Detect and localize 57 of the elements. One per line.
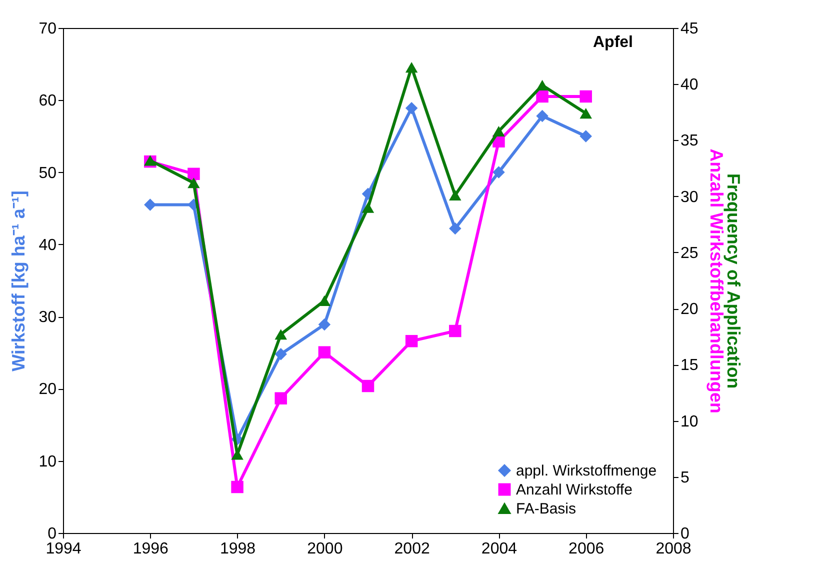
legend-label: appl. Wirkstoffmenge bbox=[516, 462, 657, 480]
point bbox=[144, 198, 156, 211]
y-tick-label: 0 bbox=[48, 526, 57, 542]
y2-tick-label: 20 bbox=[680, 301, 698, 318]
point bbox=[536, 80, 548, 91]
y-tick-label: 40 bbox=[38, 236, 57, 254]
point bbox=[536, 110, 548, 122]
y2-tick-label: 10 bbox=[680, 413, 698, 430]
x-tick-label: 1998 bbox=[220, 540, 256, 558]
y-tick-label: 60 bbox=[38, 92, 57, 110]
x-tick-label: 1996 bbox=[132, 540, 169, 558]
y2-tick-label: 40 bbox=[680, 76, 698, 94]
point bbox=[580, 108, 592, 119]
point bbox=[362, 380, 374, 392]
y2-tick-label: 0 bbox=[680, 526, 690, 542]
point bbox=[405, 334, 418, 348]
point bbox=[362, 202, 374, 213]
point bbox=[318, 318, 331, 331]
x-tick-label: 2002 bbox=[394, 540, 430, 558]
point bbox=[274, 329, 287, 340]
point bbox=[405, 62, 418, 73]
x-tick-label: 2006 bbox=[568, 540, 604, 558]
point bbox=[231, 480, 244, 494]
y2-tick-label: 35 bbox=[680, 132, 698, 150]
legend-label: FA-Basis bbox=[516, 500, 576, 518]
point bbox=[492, 166, 505, 178]
point bbox=[274, 348, 287, 360]
point bbox=[449, 324, 462, 338]
legend-label: Anzahl Wirkstoffe bbox=[516, 482, 632, 498]
y2-tick-label: 45 bbox=[680, 20, 698, 38]
y-tick-label: 30 bbox=[38, 309, 57, 326]
point bbox=[405, 102, 418, 114]
x-tick-label: 1994 bbox=[46, 540, 82, 558]
y-tick-label: 50 bbox=[38, 164, 57, 182]
y-tick-label: 20 bbox=[38, 381, 57, 398]
y-tick-label: 10 bbox=[38, 453, 57, 470]
y2-tick-label: 30 bbox=[680, 188, 698, 206]
point bbox=[492, 126, 505, 137]
x-tick-label: 2000 bbox=[307, 540, 343, 558]
x-tick-label: 2004 bbox=[481, 540, 518, 558]
y2-tick-label: 15 bbox=[680, 357, 698, 374]
y-axis-title: Wirkstoff [kg ha⁻¹ a⁻¹] bbox=[8, 190, 29, 372]
point bbox=[580, 90, 592, 103]
point bbox=[188, 178, 200, 188]
point bbox=[318, 346, 331, 358]
y2-tick-label: 25 bbox=[680, 244, 698, 262]
point bbox=[536, 90, 548, 103]
text: Frequency of Application bbox=[724, 173, 744, 389]
y-tick-label: 70 bbox=[38, 20, 57, 38]
chart-title: Apfel bbox=[593, 34, 633, 51]
point bbox=[449, 222, 462, 235]
point bbox=[449, 190, 462, 201]
x-tick-label: 2008 bbox=[656, 540, 692, 558]
y2-tick-label: 5 bbox=[680, 469, 690, 486]
point bbox=[274, 392, 287, 404]
point bbox=[188, 168, 200, 180]
point bbox=[580, 130, 592, 142]
